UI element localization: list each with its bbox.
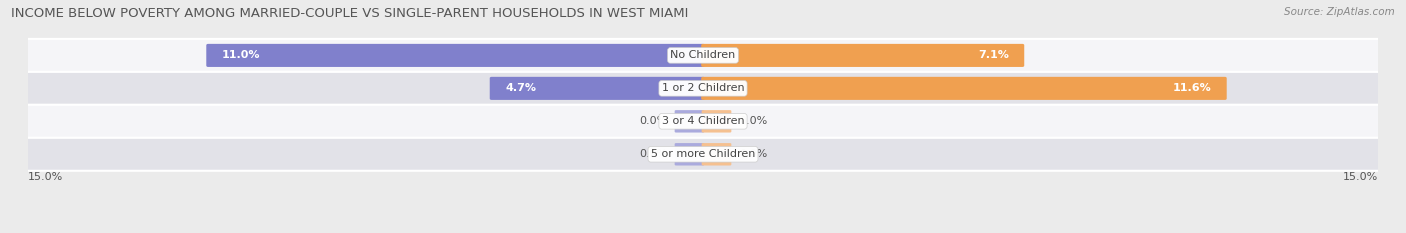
Text: 15.0%: 15.0% [28,172,63,182]
Text: 0.0%: 0.0% [638,149,666,159]
Text: 3 or 4 Children: 3 or 4 Children [662,116,744,126]
Text: 1 or 2 Children: 1 or 2 Children [662,83,744,93]
FancyBboxPatch shape [702,77,1226,100]
Text: 4.7%: 4.7% [505,83,536,93]
FancyBboxPatch shape [702,110,731,133]
FancyBboxPatch shape [207,44,704,67]
FancyBboxPatch shape [675,110,704,133]
FancyBboxPatch shape [675,143,704,165]
Text: Source: ZipAtlas.com: Source: ZipAtlas.com [1284,7,1395,17]
Legend: Married Couples, Single Parents: Married Couples, Single Parents [589,231,817,233]
FancyBboxPatch shape [702,143,731,165]
FancyBboxPatch shape [27,39,1379,72]
Text: 7.1%: 7.1% [979,50,1010,60]
Text: INCOME BELOW POVERTY AMONG MARRIED-COUPLE VS SINGLE-PARENT HOUSEHOLDS IN WEST MI: INCOME BELOW POVERTY AMONG MARRIED-COUPL… [11,7,689,20]
Text: 0.0%: 0.0% [638,116,666,126]
Text: No Children: No Children [671,50,735,60]
Text: 11.0%: 11.0% [222,50,260,60]
FancyBboxPatch shape [702,44,1024,67]
FancyBboxPatch shape [489,77,704,100]
Text: 5 or more Children: 5 or more Children [651,149,755,159]
FancyBboxPatch shape [27,138,1379,171]
Text: 0.0%: 0.0% [740,149,768,159]
Text: 11.6%: 11.6% [1173,83,1212,93]
FancyBboxPatch shape [27,72,1379,105]
Text: 0.0%: 0.0% [740,116,768,126]
Text: 15.0%: 15.0% [1343,172,1378,182]
FancyBboxPatch shape [27,105,1379,138]
